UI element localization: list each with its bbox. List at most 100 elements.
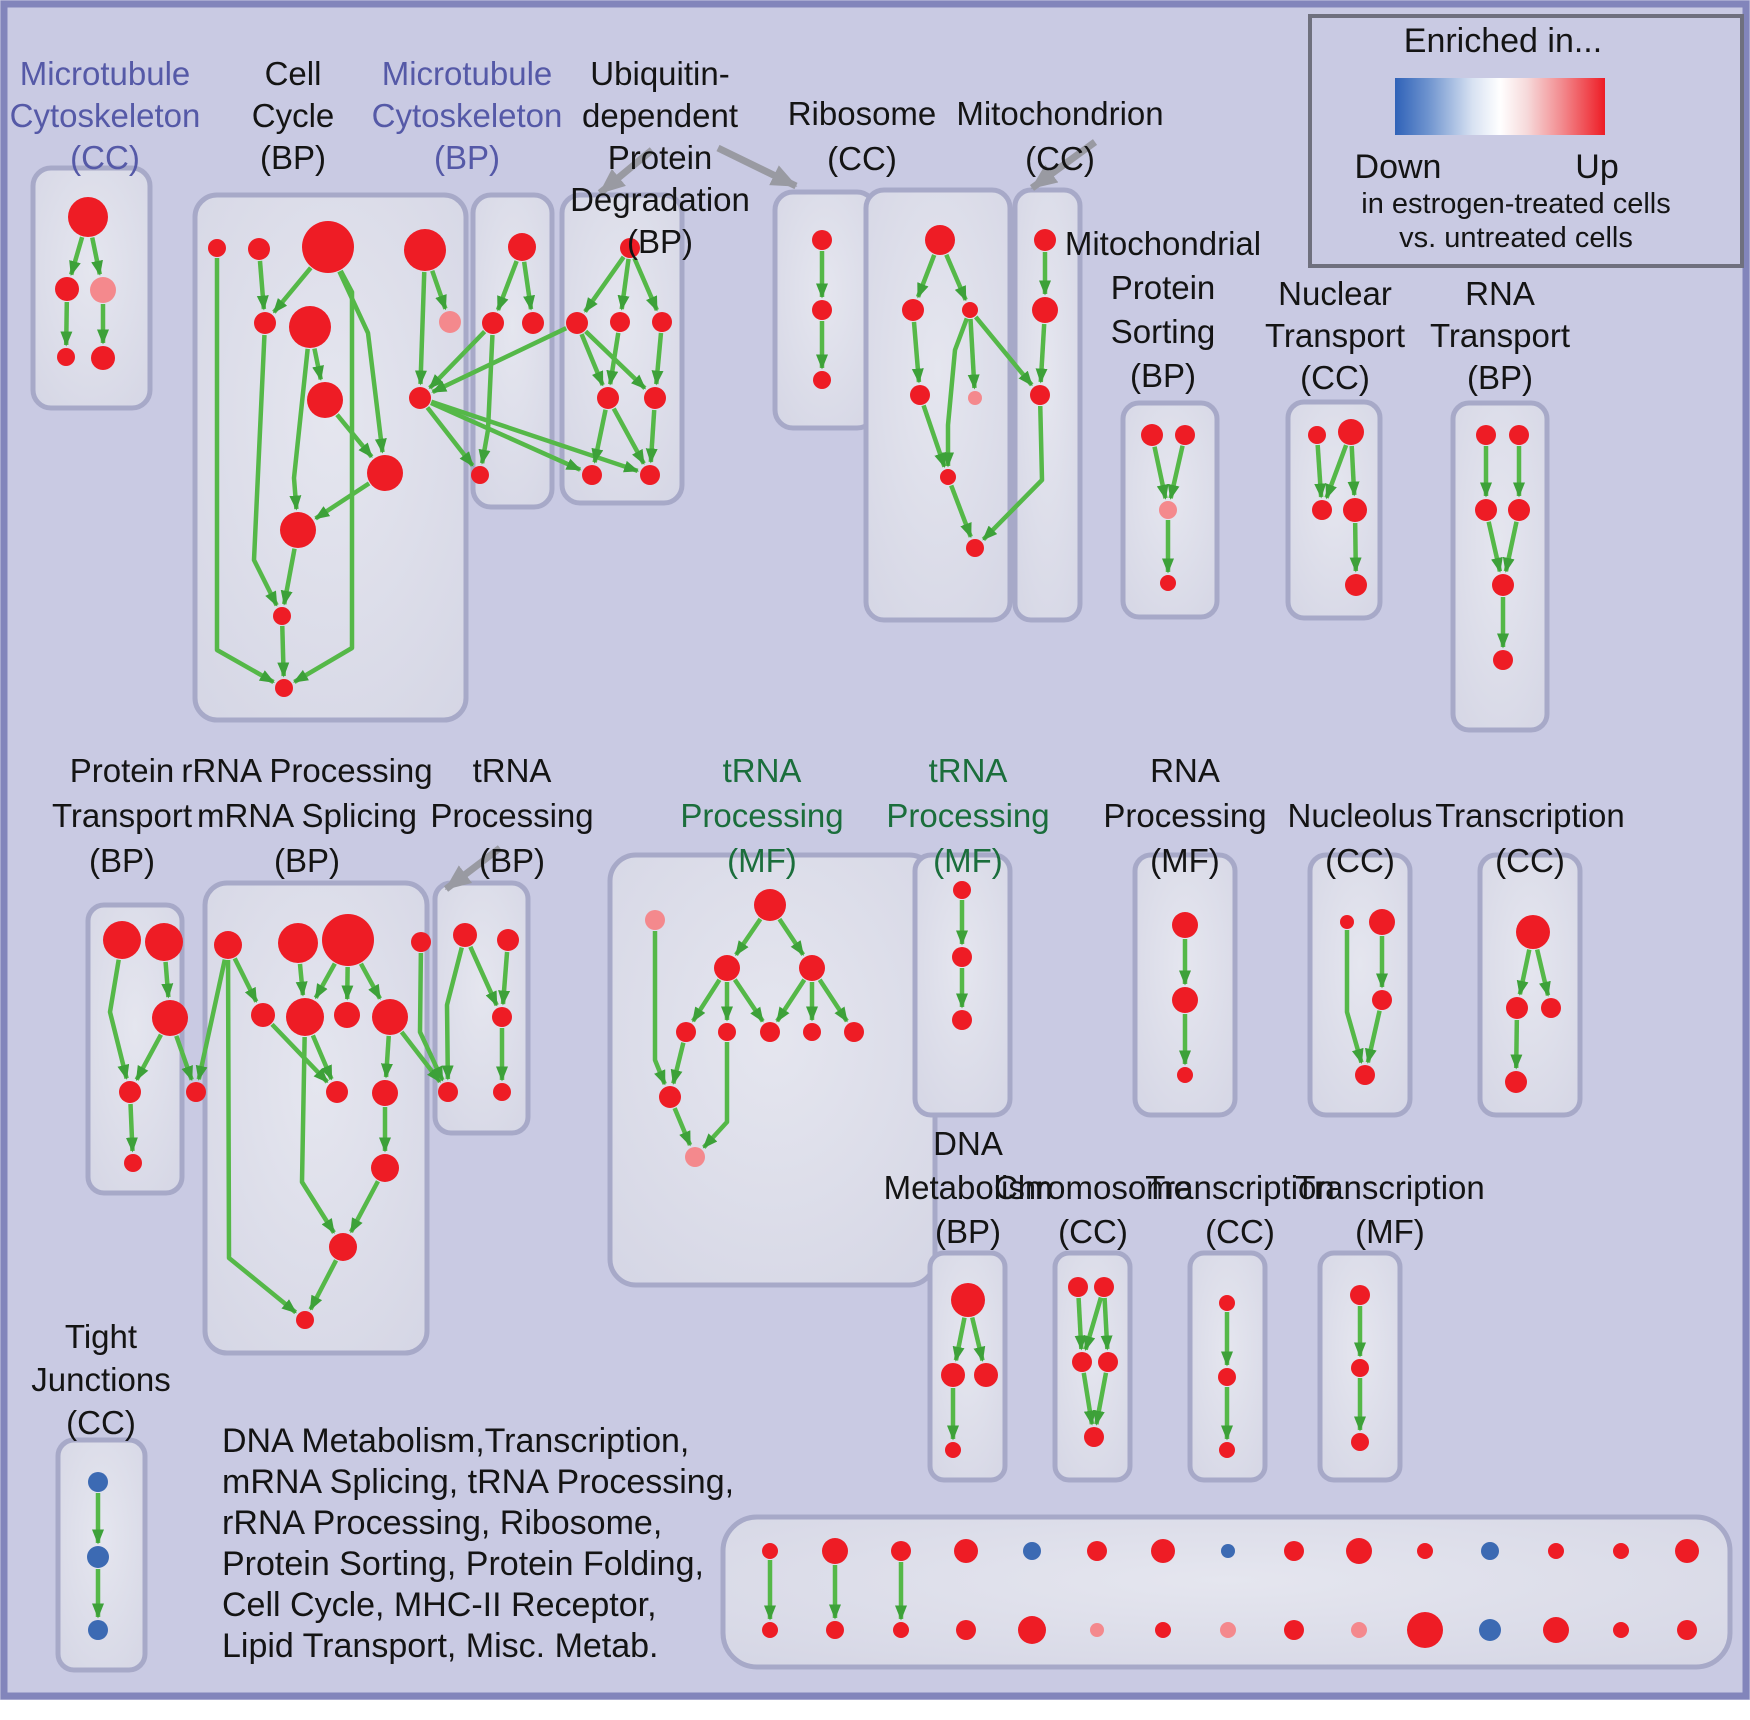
edge-p4-p6 <box>131 1104 133 1151</box>
go-node-e6-red <box>760 1022 780 1042</box>
go-node-a1-red <box>214 931 242 959</box>
go-node-b3-red <box>522 312 544 334</box>
go-node-d2-red <box>492 1007 512 1027</box>
go-node-z1-red <box>1516 915 1550 949</box>
go-node-r3-red <box>962 302 978 318</box>
go-node-q7-red <box>640 465 660 485</box>
go-node-p2-red <box>145 923 183 961</box>
edge-n4-n5 <box>1355 523 1356 571</box>
cluster-label-ubiquitin-bp-line5: (BP) <box>627 223 693 260</box>
cluster-label-dna-metabolism-line3: (BP) <box>935 1213 1001 1250</box>
go-node-a3-red <box>322 914 374 966</box>
cluster-label-transcription-mf-bot-line2: (MF) <box>1355 1213 1425 1250</box>
go-node-c8-red <box>409 387 431 409</box>
cluster-label-rrna-mrna-bp-line2: mRNA Splicing <box>197 797 417 834</box>
go-node-o2-red <box>1218 1368 1236 1386</box>
go-node-B3-red <box>893 1622 909 1638</box>
go-node-e3-red <box>799 955 825 981</box>
go-node-T11-red <box>1417 1543 1433 1559</box>
cluster-label-mitochondrion-cc-line1: Mitochondrion <box>956 95 1163 132</box>
go-node-a2-red <box>278 923 318 963</box>
go-node-e8-red <box>844 1022 864 1042</box>
go-node-j1-blue <box>88 1472 108 1492</box>
go-node-l2-red <box>1094 1277 1114 1297</box>
cluster-label-nuclear-transport-line1: Nuclear <box>1278 275 1392 312</box>
go-node-b2-red <box>482 312 504 334</box>
go-node-T3-red <box>891 1541 911 1561</box>
go-node-x1-red <box>1172 912 1198 938</box>
go-node-g3-red <box>1030 385 1050 405</box>
cluster-label-rna-proc-mf-line2: Processing <box>1103 797 1266 834</box>
go-node-l5-red <box>1084 1427 1104 1447</box>
go-node-h2-red <box>812 300 832 320</box>
go-node-z4-red <box>1505 1071 1527 1093</box>
go-node-B2-red <box>826 1621 844 1639</box>
cluster-label-trna-proc-mf-2-line3: (MF) <box>933 842 1003 879</box>
go-node-r6-red <box>966 539 984 557</box>
go-node-s4-red <box>1160 575 1176 591</box>
cluster-label-nucleolus-cc-line2: (CC) <box>1325 842 1395 879</box>
edge-z2-z4 <box>1516 1020 1517 1068</box>
go-node-q5-red <box>644 387 666 409</box>
cluster-label-rna-proc-mf-line1: RNA <box>1150 752 1220 789</box>
cluster-label-tight-junctions-line1: Tight <box>65 1318 137 1355</box>
go-node-g2-red <box>1032 297 1058 323</box>
go-node-q4-red <box>597 387 619 409</box>
cluster-label-transcription-mf-bot-line1: Transcription <box>1295 1169 1485 1206</box>
go-node-T14-red <box>1613 1543 1629 1559</box>
cluster-box-misc-cluster <box>723 1517 1730 1667</box>
legend-gradient-bar <box>1395 78 1605 135</box>
cluster-label-mito-sorting-bp-line3: Sorting <box>1111 313 1216 350</box>
cluster-label-protein-transport-line3: (BP) <box>89 842 155 879</box>
go-node-a9-red <box>326 1081 348 1103</box>
go-node-f3-red <box>952 1010 972 1030</box>
cluster-label-rna-transport-line1: RNA <box>1465 275 1535 312</box>
go-node-l4-red <box>1098 1352 1118 1372</box>
go-node-T13-red <box>1548 1543 1564 1559</box>
cluster-label-rrna-mrna-bp-line1: rRNA Processing <box>181 752 432 789</box>
legend-title: Enriched in... <box>1404 22 1602 60</box>
go-node-c3-red <box>302 221 354 273</box>
go-node-a12-red <box>329 1233 357 1261</box>
cluster-label-tight-junctions-line3: (CC) <box>66 1404 136 1441</box>
go-node-B11-red <box>1407 1612 1443 1648</box>
go-node-c4-red <box>404 229 446 271</box>
cluster-label-rna-transport-line2: Transport <box>1430 317 1570 354</box>
go-node-f1-red <box>953 881 971 899</box>
misc-groups-text-line6: Lipid Transport, Misc. Metab. <box>222 1627 659 1665</box>
cluster-label-mito-sorting-bp-line2: Protein <box>1111 269 1216 306</box>
go-node-T15-red <box>1675 1539 1699 1563</box>
go-node-b1-red <box>508 233 536 261</box>
go-node-k4-red <box>945 1442 961 1458</box>
go-node-a4-red <box>411 932 431 952</box>
misc-groups-text-line2: mRNA Splicing, tRNA Processing, <box>222 1463 734 1501</box>
go-node-x3-red <box>1177 1067 1193 1083</box>
go-node-r2-red <box>902 299 924 321</box>
go-node-t5-red <box>1492 574 1514 596</box>
go-node-c12-red <box>275 679 293 697</box>
go-node-n2-red <box>1338 419 1364 445</box>
go-node-B14-red <box>1613 1622 1629 1638</box>
go-node-a11-red <box>371 1154 399 1182</box>
go-node-z3-red <box>1541 998 1561 1018</box>
go-node-f2-red <box>952 947 972 967</box>
cluster-label-ubiquitin-bp-line1: Ubiquitin- <box>590 55 729 92</box>
edge-l1-l3 <box>1079 1298 1082 1349</box>
misc-groups-text-line5: Cell Cycle, MHC-II Receptor, <box>222 1586 657 1624</box>
go-node-B8-pink <box>1220 1622 1236 1638</box>
go-node-m1-red <box>68 197 108 237</box>
go-node-k2-red <box>941 1363 965 1387</box>
go-node-d3-red <box>438 1082 458 1102</box>
go-node-l1-red <box>1068 1277 1088 1297</box>
go-node-a5-red <box>251 1003 275 1027</box>
legend-up-label: Up <box>1575 148 1618 186</box>
legend-down-label: Down <box>1355 148 1442 186</box>
go-node-t3-red <box>1475 499 1497 521</box>
go-node-B6-pink <box>1090 1623 1104 1637</box>
go-node-j3-blue <box>88 1620 108 1640</box>
go-node-r1-red <box>925 225 955 255</box>
go-node-t6-red <box>1493 650 1513 670</box>
cluster-label-ubiquitin-bp-line3: Protein <box>608 139 713 176</box>
